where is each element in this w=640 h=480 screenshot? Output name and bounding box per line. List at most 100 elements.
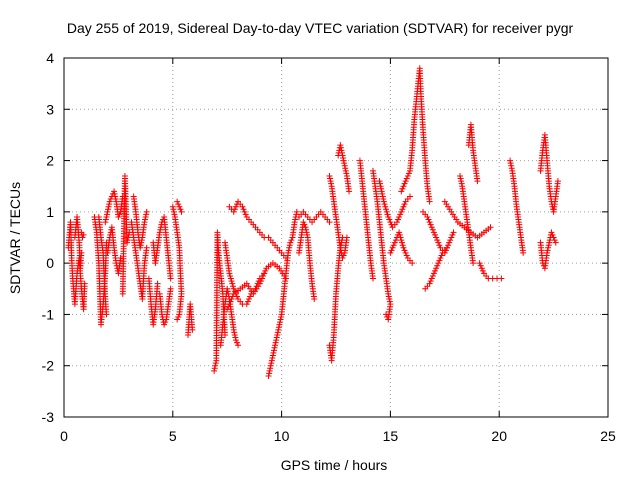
data-point-interp (427, 221, 434, 228)
data-point-interp (242, 211, 249, 218)
data-point-interp (457, 175, 464, 182)
data-point-interp (241, 208, 248, 215)
x-tick-label: 20 (491, 428, 507, 444)
data-point-interp (116, 211, 123, 218)
data-point-interp (428, 275, 435, 282)
data-point (369, 275, 376, 282)
data-point (167, 285, 174, 292)
data-point (104, 208, 111, 215)
data-point (337, 142, 344, 149)
data-point-interp (292, 216, 299, 223)
data-point-interp (267, 365, 274, 372)
data-point (158, 311, 165, 318)
data-point-interp (303, 229, 310, 236)
data-point-interp (389, 244, 396, 251)
data-point-interp (257, 278, 264, 285)
data-point (80, 231, 87, 238)
data-point (256, 280, 263, 287)
data-point-interp (338, 149, 345, 156)
data-point (143, 208, 150, 215)
data-point (103, 311, 110, 318)
data-point-interp (438, 252, 445, 259)
data-point-interp (138, 239, 145, 246)
data-point-interp (277, 316, 284, 323)
data-point-interp (343, 170, 350, 177)
data-point-interp (403, 175, 410, 182)
data-point (507, 157, 514, 164)
data-point-interp (228, 278, 235, 285)
data-point-interp (337, 144, 344, 151)
y-tick-label: 4 (46, 50, 54, 66)
data-point-interp (545, 244, 552, 251)
data-point (293, 208, 300, 215)
data-point-interp (273, 337, 280, 344)
data-point-interp (445, 242, 452, 249)
data-point (424, 213, 431, 220)
data-point-interp (436, 242, 443, 249)
data-point-interp (403, 252, 410, 259)
data-point (376, 178, 383, 185)
data-point-interp (229, 280, 236, 287)
data-point-interp (427, 278, 434, 285)
data-point-interp (266, 367, 273, 374)
data-point-interp (125, 234, 132, 241)
data-point-interp (247, 293, 254, 300)
x-tick-label: 10 (274, 428, 290, 444)
data-point-interp (276, 319, 283, 326)
data-point (476, 260, 483, 267)
data-point-interp (328, 180, 335, 187)
data-point-interp (143, 211, 150, 218)
data-point-interp (285, 247, 292, 254)
data-point-interp (383, 206, 390, 213)
data-point (435, 260, 442, 267)
data-point-interp (379, 193, 386, 200)
data-point-interp (340, 252, 347, 259)
data-point (428, 224, 435, 231)
data-point-interp (275, 326, 282, 333)
data-point (426, 280, 433, 287)
data-point-interp (262, 267, 269, 274)
data-point-interp (162, 319, 169, 326)
data-point (385, 316, 392, 323)
data-point (554, 178, 561, 185)
data-point-interp (479, 267, 486, 274)
data-point-interp (386, 298, 393, 305)
data-point-interp (278, 313, 285, 320)
data-point-interp (268, 357, 275, 364)
data-point-interp (275, 324, 282, 331)
data-point-interp (175, 201, 182, 208)
data-point-interp (103, 213, 110, 220)
data-point (243, 301, 250, 308)
data-point-interp (507, 160, 514, 167)
data-point (235, 342, 242, 349)
data-point-interp (102, 216, 109, 223)
data-point (176, 311, 183, 318)
data-point-interp (341, 160, 348, 167)
data-point-interp (303, 226, 310, 233)
data-point (385, 290, 392, 297)
data-point-interp (447, 237, 454, 244)
data-point-interp (430, 229, 437, 236)
data-point (81, 280, 88, 287)
data-point-interp (232, 334, 239, 341)
data-point (406, 193, 413, 200)
data-point-interp (432, 267, 439, 274)
data-point (550, 234, 557, 241)
data-point (341, 162, 348, 169)
data-point (383, 311, 390, 318)
data-point-interp (401, 201, 408, 208)
data-point (154, 280, 161, 287)
data-point-interp (435, 239, 442, 246)
data-point (300, 219, 307, 226)
x-axis-label: GPS time / hours (281, 457, 388, 473)
data-point (346, 188, 353, 195)
data-point-interp (112, 193, 119, 200)
data-point-interp (429, 226, 436, 233)
data-point (311, 296, 318, 303)
data-point-interp (404, 172, 411, 179)
data-point-interp (105, 206, 112, 213)
data-point-interp (233, 339, 240, 346)
data-point-interp (377, 180, 384, 187)
data-point-interp (401, 180, 408, 187)
data-point (111, 188, 118, 195)
